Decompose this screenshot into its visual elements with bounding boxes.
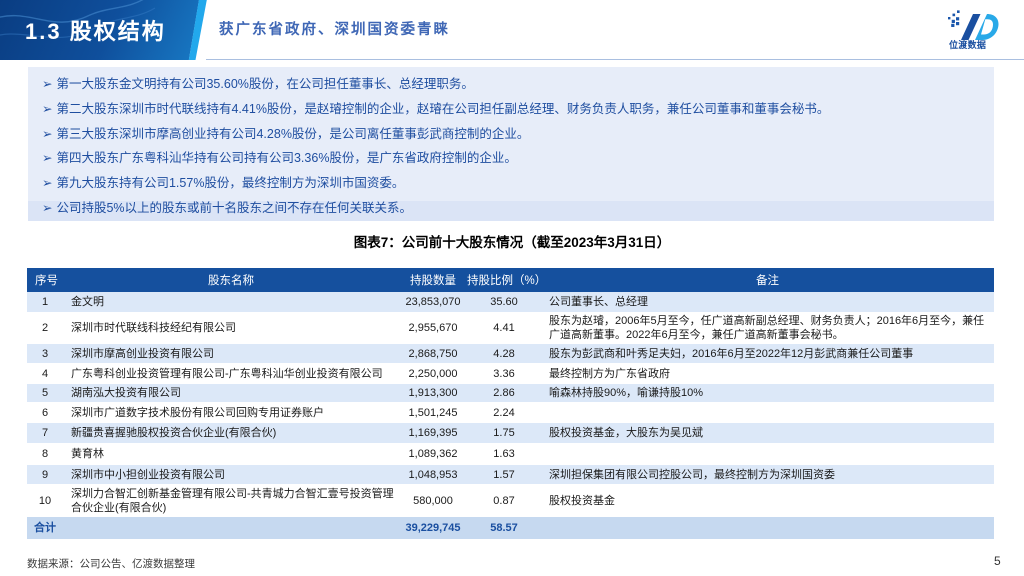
svg-text:位渡数据: 位渡数据 [949,39,986,50]
